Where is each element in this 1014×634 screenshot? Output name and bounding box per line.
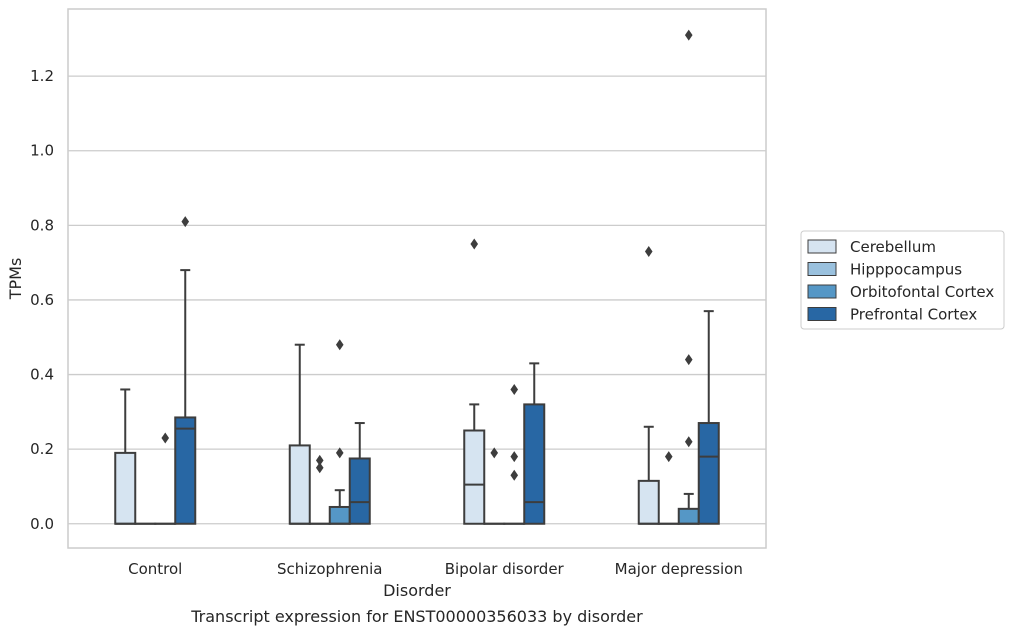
x-tick-labels: Control Schizophrenia Bipolar disorder Majo…: [128, 560, 743, 578]
legend-label-3: Prefrontal Cortex: [850, 306, 977, 324]
box-3-3: [697, 310, 720, 525]
box-body: [523, 403, 546, 525]
outlier-point-0: [335, 447, 344, 459]
y-tick-label-0: 0.0: [30, 515, 54, 533]
y-tick-label-2: 0.4: [30, 366, 54, 384]
legend-swatch-3: [807, 307, 837, 321]
chart-caption: Transcript expression for ENST0000035603…: [190, 607, 643, 626]
box-series: [114, 29, 720, 525]
outlier-point-1: [335, 339, 344, 351]
box-3-1: [657, 451, 680, 525]
box-3-2: [677, 29, 700, 525]
box-0-3: [174, 216, 197, 525]
outlier-point-2: [684, 29, 693, 41]
box-body: [328, 505, 351, 525]
legend-label-1: Hipppocampus: [850, 261, 962, 279]
legend-label-0: Cerebellum: [850, 238, 936, 256]
box-1-2: [328, 339, 351, 525]
outlier-point-0: [181, 216, 190, 228]
gridlines: [68, 75, 766, 525]
x-tick-label-0: Control: [128, 560, 182, 578]
box-body: [463, 429, 486, 525]
box-body: [677, 507, 700, 525]
y-axis-title: TPMs: [6, 258, 25, 301]
outlier-point-0: [470, 238, 479, 250]
outlier-point-1: [684, 354, 693, 366]
box-1-1: [308, 454, 331, 525]
box-body: [174, 416, 197, 525]
legend-swatch-1: [807, 262, 837, 276]
legend-frame: [800, 230, 1005, 330]
box-2-0: [463, 238, 486, 525]
box-3-0: [637, 245, 660, 525]
box-0-2: [154, 432, 177, 525]
y-tick-label-1: 0.2: [30, 440, 54, 458]
box-body: [348, 457, 371, 525]
box-1-0: [288, 343, 311, 525]
box-body: [697, 422, 720, 525]
plot-frame: [67, 8, 767, 549]
box-body: [288, 444, 311, 525]
outlier-point-0: [315, 462, 324, 474]
x-axis-title: Disorder: [383, 581, 451, 600]
box-body: [114, 451, 137, 525]
outlier-point-0: [644, 245, 653, 257]
legend-swatch-2: [807, 284, 837, 299]
y-tick-labels: 0.0 0.2 0.4 0.6 0.8 1.0 1.2: [30, 67, 54, 533]
x-tick-label-3: Major depression: [615, 560, 743, 578]
y-tick-label-4: 0.8: [30, 216, 54, 234]
outlier-point-0: [161, 432, 170, 444]
box-2-3: [523, 362, 546, 525]
outlier-point-0: [664, 451, 673, 463]
box-0-0: [114, 388, 137, 525]
x-tick-label-2: Bipolar disorder: [445, 560, 565, 578]
outlier-point-0: [684, 436, 693, 448]
x-tick-label-1: Schizophrenia: [277, 560, 382, 578]
legend: Cerebellum Hipppocampus Orbitofontal Corte…: [800, 230, 1005, 330]
legend-swatch-0: [807, 239, 837, 254]
y-tick-label-3: 0.6: [30, 291, 54, 309]
y-tick-label-6: 1.2: [30, 67, 54, 85]
outlier-point-0: [490, 447, 499, 459]
y-tick-label-5: 1.0: [30, 142, 54, 160]
outlier-point-1: [510, 451, 519, 463]
legend-label-2: Orbitofontal Cortex: [850, 283, 994, 301]
box-1-3: [348, 422, 371, 525]
box-body: [637, 479, 660, 525]
box-2-2: [503, 383, 526, 525]
outlier-point-0: [510, 469, 519, 481]
outlier-point-1: [315, 454, 324, 466]
box-2-1: [483, 447, 506, 525]
outlier-point-2: [510, 383, 519, 395]
